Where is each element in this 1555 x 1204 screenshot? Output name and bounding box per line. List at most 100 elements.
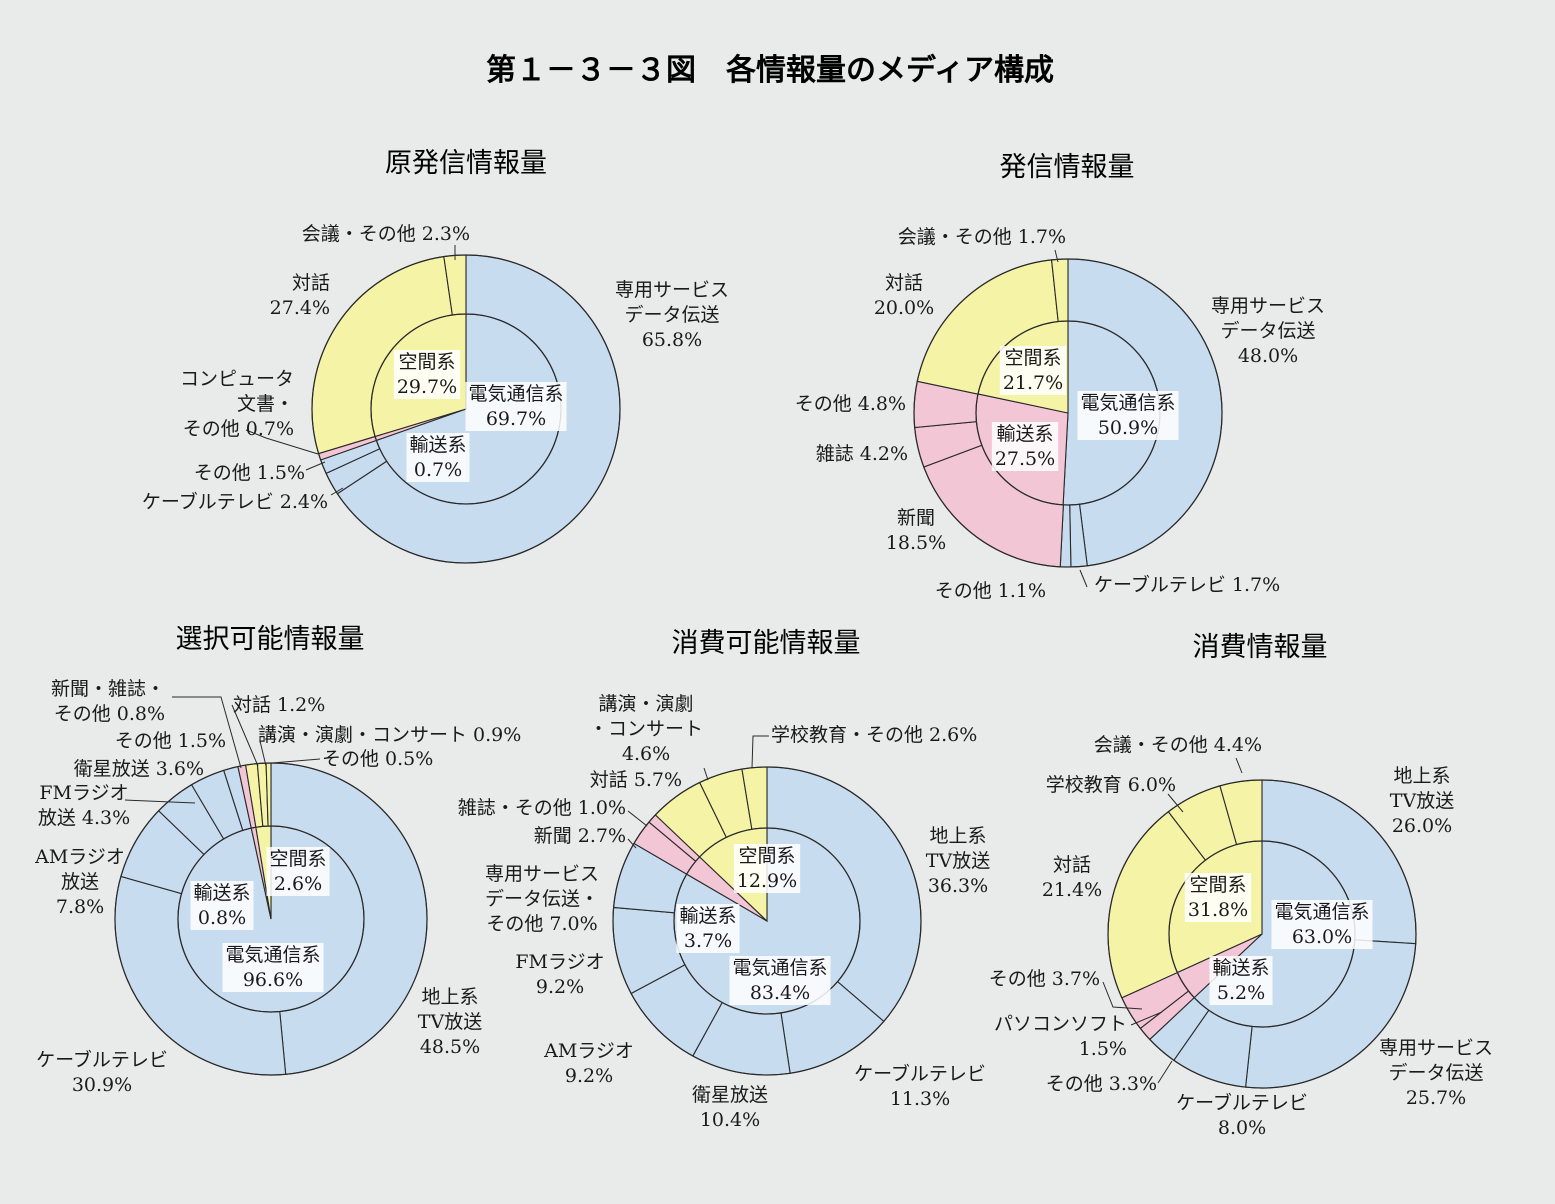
inner-label-3: 空間系 2.6%: [269, 848, 326, 895]
leader-line-4: [1157, 1060, 1173, 1084]
label-background: [991, 422, 1059, 471]
outer-label-4: コンピュータ文書・その他 0.7%: [180, 368, 294, 440]
leader-lines: [245, 245, 456, 496]
outer-label-2: ケーブルテレビ 1.7%: [1094, 573, 1280, 596]
leader-lines: [627, 735, 769, 849]
leader-line-7: [627, 838, 637, 849]
outer-label-4: その他 3.3%: [1046, 1073, 1157, 1095]
outer-label-4: FMラジオ放送 4.3%: [38, 782, 130, 829]
label-line: 1.5%: [1079, 1038, 1127, 1060]
outer-ring-outline: [311, 254, 621, 564]
chart-consumable: 消費可能情報量 地上系 TV放送 36.3% ケーブルテレビ 11.3% 衛星放送 10.4…: [458, 628, 991, 1131]
label-line: 電気通信系: [1080, 392, 1175, 414]
label-line: AMラジオ: [34, 846, 125, 868]
leader-line-11: [751, 735, 769, 769]
label-line: 25.7%: [1406, 1087, 1466, 1109]
label-line: 学校教育 6.0%: [1046, 774, 1176, 796]
outer-label-9: 対話 5.7%: [590, 769, 682, 791]
label-line: 地上系: [421, 986, 478, 1008]
outer-label-11: 学校教育・その他 2.6%: [771, 724, 977, 746]
outer-label-10: その他 0.5%: [322, 748, 433, 770]
outer-label-7: 新聞・雑誌・その他 0.8%: [51, 678, 165, 725]
donut: [114, 762, 428, 1076]
label-line: 放送 4.3%: [38, 807, 130, 829]
label-line: 輸送系: [679, 905, 736, 927]
label-line: 63.0%: [1292, 926, 1352, 948]
outer-label-8: 会議・その他 1.7%: [898, 226, 1066, 248]
label-line: 雑誌 4.2%: [816, 443, 908, 465]
label-line: 講演・演劇: [598, 693, 693, 715]
leader-line-9: [1235, 757, 1243, 774]
donut: [612, 766, 922, 1076]
label-line: 対話: [1053, 854, 1091, 876]
leader-line-4: [124, 799, 196, 804]
leader-line-4: [245, 429, 319, 455]
label-background: [406, 433, 470, 482]
label-line: 新聞・雑誌・: [51, 678, 165, 700]
label-line: データ伝送・: [485, 888, 599, 910]
outer-label-6: その他 4.8%: [795, 393, 906, 415]
label-line: 5.2%: [1217, 982, 1265, 1004]
leader-line-8: [1167, 793, 1184, 813]
outer-label-10: 講演・演劇・コンサート 4.6%: [589, 693, 703, 765]
label-line: 対話 1.2%: [233, 694, 325, 716]
outer-label-5: 雑誌 4.2%: [816, 443, 908, 465]
label-line: 専用サービス: [615, 279, 729, 301]
label-line: 雑誌・その他 1.0%: [458, 797, 626, 819]
outer-label-3: その他 1.1%: [935, 580, 1046, 602]
outer-label-1: 地上系 TV放送 48.5%: [418, 986, 482, 1058]
label-line: 空間系: [269, 848, 326, 870]
label-line: 8.0%: [1218, 1117, 1266, 1139]
label-line: その他 0.5%: [322, 748, 433, 770]
label-line: 輸送系: [1212, 957, 1269, 979]
leader-line-8: [1054, 249, 1059, 263]
label-line: その他 1.5%: [194, 462, 305, 484]
label-line: 新聞: [897, 507, 935, 529]
outer-label-1: 地上系 TV放送 36.3%: [926, 825, 990, 897]
label-line: ケーブルテレビ 2.4%: [142, 490, 328, 513]
outer-label-8: 学校教育 6.0%: [1046, 774, 1176, 796]
chart-gen-original: 原発信情報量 専用サービスデータ伝送 65.8% ケーブルテレビ 2.4% その他 1…: [142, 148, 729, 564]
outer-label-1: 地上系 TV放送 26.0%: [1390, 765, 1454, 837]
outer-ring-outline: [913, 258, 1223, 568]
label-line: 専用サービス: [1379, 1037, 1493, 1059]
label-line: 講演・演劇・コンサート 0.9%: [258, 724, 521, 746]
inner-labels: 電気通信系 50.9% 輸送系 27.5% 空間系 21.7%: [991, 346, 1179, 471]
label-line: 12.9%: [737, 870, 797, 892]
label-line: 50.9%: [1098, 417, 1158, 439]
label-line: データ伝送: [1388, 1062, 1483, 1084]
label-line: 対話: [292, 272, 330, 294]
label-line: 21.4%: [1042, 879, 1102, 901]
inner-label-2: 輸送系 0.7%: [409, 434, 466, 481]
leader-lines: [1102, 757, 1243, 1084]
chart-title: 原発信情報量: [385, 148, 547, 179]
label-line: 輸送系: [409, 434, 466, 456]
label-line: 会議・その他 4.4%: [1094, 734, 1262, 756]
outer-label-8: 対話 1.2%: [233, 694, 325, 716]
label-line: 0.7%: [414, 459, 462, 481]
label-line: 専用サービス: [1211, 295, 1325, 317]
label-line: TV放送: [418, 1011, 482, 1033]
leader-line-10: [703, 767, 709, 781]
leader-lines: [124, 696, 321, 804]
label-line: 21.7%: [1003, 372, 1063, 394]
outer-label-2: ケーブルテレビ 2.4%: [142, 490, 328, 513]
label-line: 10.4%: [700, 1109, 760, 1131]
inner-label-1: 電気通信系 50.9%: [1080, 392, 1175, 439]
leader-line-3: [305, 461, 326, 471]
label-background: [1209, 956, 1273, 1005]
label-line: ケーブルテレビ: [1176, 1091, 1308, 1114]
chart-selectable: 選択可能情報量 地上系 TV放送 48.5% ケーブルテレビ 30.9% AMラジオ放送 7…: [34, 624, 521, 1096]
inner-label-3: 空間系 21.7%: [1003, 347, 1063, 394]
label-line: 空間系: [398, 351, 455, 373]
label-line: 69.7%: [486, 408, 546, 430]
label-line: 電気通信系: [732, 957, 827, 979]
outer-label-6: その他 1.5%: [115, 730, 226, 752]
inner-label-1: 電気通信系 69.7%: [468, 383, 563, 430]
outer-label-3: ケーブルテレビ 8.0%: [1176, 1091, 1308, 1139]
label-background: [1077, 391, 1179, 440]
outer-ring-outline: [114, 762, 428, 1076]
outer-label-7: 対話 20.0%: [874, 272, 934, 319]
label-line: ケーブルテレビ 1.7%: [1094, 573, 1280, 596]
